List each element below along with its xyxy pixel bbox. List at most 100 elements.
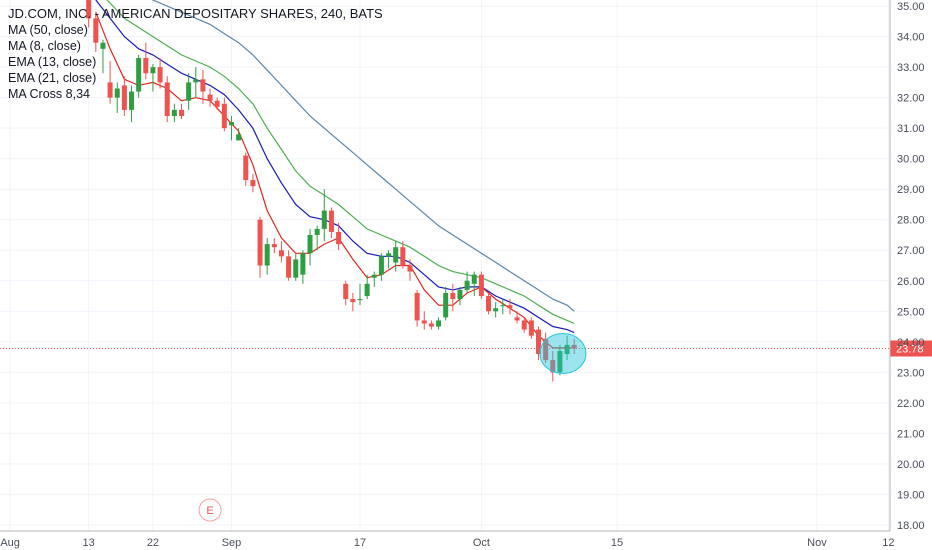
candle[interactable] [171,103,177,123]
candle-body[interactable] [343,283,349,300]
candle-body[interactable] [107,82,113,98]
candle-body[interactable] [357,299,363,301]
candle-body[interactable] [221,103,227,129]
candle[interactable] [221,97,227,132]
candle-body[interactable] [486,296,492,312]
candle-body[interactable] [528,320,534,336]
candle-body[interactable] [571,344,577,349]
candle-body[interactable] [193,79,199,83]
candle-body[interactable] [228,122,234,126]
candle-body[interactable] [186,82,192,101]
candle[interactable] [93,12,99,52]
candle-body[interactable] [443,292,449,318]
candle[interactable] [557,344,563,376]
candle-body[interactable] [400,247,406,266]
indicator-ma8[interactable]: MA (8, close) [8,39,81,53]
candle[interactable] [521,317,527,333]
candle-body[interactable] [114,88,120,98]
candle[interactable] [328,207,334,239]
indicator-ema21[interactable]: EMA (21, close) [8,71,97,85]
candle-body[interactable] [257,219,263,266]
candle[interactable] [107,61,113,104]
candle[interactable] [343,280,349,306]
candle-body[interactable] [371,274,377,278]
candle[interactable] [464,271,470,293]
candle-body[interactable] [507,305,513,309]
candle-body[interactable] [557,350,563,373]
candle[interactable] [493,302,499,318]
candle-body[interactable] [250,180,256,187]
candle[interactable] [428,320,434,330]
candle[interactable] [129,85,135,123]
candle-body[interactable] [278,250,284,257]
candle-body[interactable] [164,82,170,116]
candle-body[interactable] [129,91,135,110]
candle-body[interactable] [207,94,213,101]
candle-body[interactable] [407,265,413,272]
candle-body[interactable] [171,109,177,116]
candle[interactable] [307,228,313,266]
candle[interactable] [321,189,327,242]
candle-body[interactable] [464,280,470,290]
candle[interactable] [421,311,427,330]
candle-body[interactable] [179,109,184,116]
candle-body[interactable] [550,360,556,373]
earnings-marker[interactable] [198,498,222,522]
candle[interactable] [478,271,484,300]
indicator-ma50[interactable]: MA (50, close) [8,23,88,37]
candle-body[interactable] [150,67,156,74]
candle[interactable] [571,338,577,354]
candle-body[interactable] [471,274,477,284]
candle-body[interactable] [93,18,99,43]
candle[interactable] [357,283,363,306]
candle[interactable] [486,292,492,315]
candle[interactable] [143,42,149,80]
candle[interactable] [243,152,249,187]
candle[interactable] [450,283,456,312]
candle-body[interactable] [564,344,570,354]
candle-body[interactable] [243,155,249,181]
candle[interactable] [121,76,127,116]
candle[interactable] [164,76,170,123]
candle-body[interactable] [364,283,370,297]
candle-body[interactable] [436,320,442,327]
candle-body[interactable] [521,320,527,330]
candle[interactable] [286,250,292,281]
candle[interactable] [336,222,342,251]
candle[interactable] [207,88,213,107]
candle-body[interactable] [328,210,334,232]
candle-body[interactable] [157,67,163,83]
candle[interactable] [86,0,92,28]
candle-body[interactable] [293,259,299,278]
candles[interactable] [86,0,577,382]
candle[interactable] [536,326,541,361]
candle[interactable] [157,57,163,89]
candle-body[interactable] [264,244,270,266]
candle-body[interactable] [536,329,541,354]
candle-body[interactable] [543,338,549,361]
candle-body[interactable] [214,100,220,107]
candle-body[interactable] [428,323,434,327]
candle[interactable] [271,238,277,254]
candle[interactable] [257,216,263,278]
candle[interactable] [393,241,399,272]
candle[interactable] [414,289,420,327]
candle-body[interactable] [493,308,499,312]
candle[interactable] [550,350,556,382]
candle-body[interactable] [86,0,92,19]
indicator-ema13[interactable]: EMA (13, close) [8,55,97,69]
candle-body[interactable] [321,210,327,229]
candle[interactable] [264,238,270,275]
candle[interactable] [114,82,120,113]
candle-body[interactable] [314,228,320,235]
candle-body[interactable] [286,256,292,278]
candle-body[interactable] [450,292,456,300]
candle-body[interactable] [271,244,277,248]
candle-body[interactable] [378,256,384,275]
candle[interactable] [471,271,477,297]
candle[interactable] [236,128,242,141]
candle-body[interactable] [414,292,420,321]
candle-body[interactable] [100,42,106,49]
candle[interactable] [528,317,534,339]
